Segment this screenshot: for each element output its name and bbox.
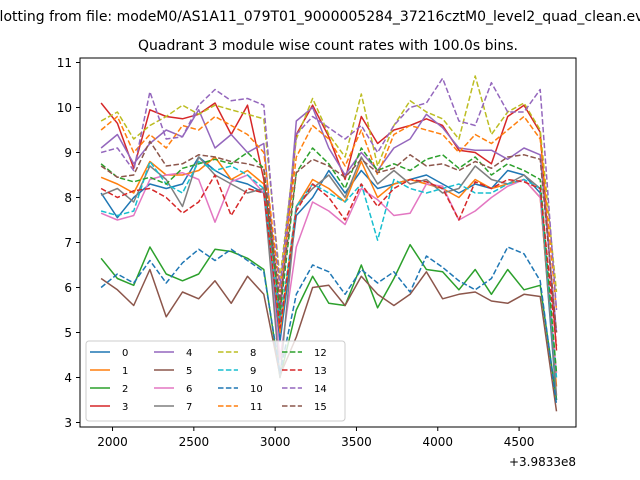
legend-label: 9 — [250, 366, 256, 377]
legend-label: 11 — [250, 402, 263, 413]
legend-item-5[interactable]: 5 — [154, 366, 192, 377]
legend-item-0[interactable]: 0 — [90, 348, 128, 359]
legend-item-2[interactable]: 2 — [90, 384, 128, 395]
legend-label: 1 — [122, 366, 128, 377]
series-line-8 — [100, 75, 558, 293]
legend-label: 10 — [250, 384, 263, 395]
series-layer — [100, 75, 558, 412]
legend-item-7[interactable]: 7 — [154, 402, 192, 413]
y-axis-ticks: 3 4 5 6 7 8 9 10 11 — [57, 56, 80, 430]
y-tick-label: 6 — [64, 281, 72, 295]
series-line-2 — [100, 243, 558, 401]
legend-label: 3 — [122, 402, 128, 413]
legend-label: 4 — [186, 348, 192, 359]
y-tick-label: 7 — [64, 236, 72, 250]
x-tick-label: 4000 — [422, 435, 453, 449]
series-line-9 — [100, 160, 558, 378]
legend-label: 7 — [186, 402, 192, 413]
y-tick-label: 8 — [64, 191, 72, 205]
legend-label: 6 — [186, 384, 192, 395]
chart-title: Quadrant 3 module wise count rates with … — [138, 38, 518, 54]
legend-item-4[interactable]: 4 — [154, 348, 192, 359]
series-line-10 — [100, 246, 558, 405]
y-tick-label: 4 — [64, 371, 72, 385]
legend-item-13[interactable]: 13 — [282, 366, 327, 377]
x-axis-offset-label: +3.9833e8 — [509, 455, 576, 469]
series-line-1 — [100, 156, 558, 387]
series-line-14 — [100, 77, 558, 311]
y-tick-label: 3 — [64, 416, 72, 430]
x-tick-label: 4500 — [504, 435, 535, 449]
figure-suptitle: Plotting from file: modeM0/AS1A11_079T01… — [0, 9, 640, 25]
series-line-7 — [100, 156, 558, 396]
legend-item-8[interactable]: 8 — [218, 348, 256, 359]
x-tick-label: 3500 — [341, 435, 372, 449]
legend-item-12[interactable]: 12 — [282, 348, 327, 359]
series-line-0 — [100, 156, 558, 401]
x-axis-ticks: 2000 2500 3000 3500 4000 4500 — [97, 427, 534, 449]
legend-item-10[interactable]: 10 — [218, 384, 263, 395]
legend-label: 5 — [186, 366, 192, 377]
legend-box — [85, 340, 346, 422]
y-tick-label: 9 — [64, 146, 72, 160]
x-tick-label: 2000 — [97, 435, 128, 449]
legend-label: 12 — [314, 348, 327, 359]
series-line-3 — [100, 102, 558, 351]
series-line-5 — [100, 268, 558, 412]
series-line-4 — [100, 106, 558, 333]
y-tick-label: 11 — [57, 56, 72, 70]
legend-label: 13 — [314, 366, 327, 377]
legend-label: 0 — [122, 348, 128, 359]
legend-label: 8 — [250, 348, 256, 359]
series-line-11 — [100, 115, 558, 311]
series-line-13 — [100, 174, 558, 347]
legend-item-6[interactable]: 6 — [154, 384, 192, 395]
legend-item-15[interactable]: 15 — [282, 402, 327, 413]
legend-label: 15 — [314, 402, 327, 413]
x-tick-label: 2500 — [179, 435, 210, 449]
y-tick-label: 10 — [57, 101, 72, 115]
legend-item-11[interactable]: 11 — [218, 402, 263, 413]
series-line-15 — [100, 140, 558, 333]
y-tick-label: 5 — [64, 326, 72, 340]
x-tick-label: 3000 — [260, 435, 291, 449]
legend-item-1[interactable]: 1 — [90, 366, 128, 377]
legend-item-3[interactable]: 3 — [90, 402, 128, 413]
legend-item-14[interactable]: 14 — [282, 384, 327, 395]
legend-label: 2 — [122, 384, 128, 395]
legend-item-9[interactable]: 9 — [218, 366, 256, 377]
legend-label: 14 — [314, 384, 327, 395]
